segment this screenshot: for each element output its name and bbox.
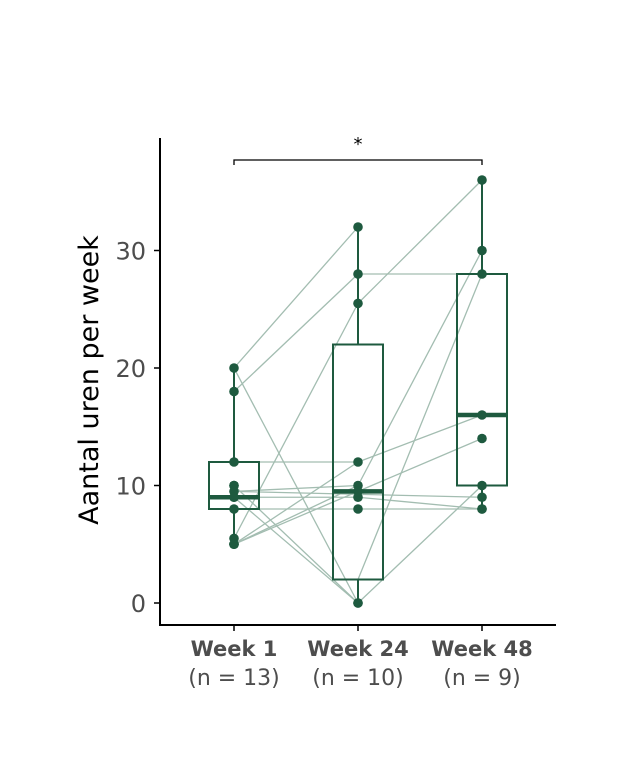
data-point xyxy=(477,492,487,503)
x-tick-label: Week 24 xyxy=(307,637,408,661)
data-point xyxy=(353,457,363,467)
paired-line xyxy=(357,496,483,510)
data-point xyxy=(477,504,487,514)
x-sample-size-label: (n = 10) xyxy=(312,666,404,691)
data-point xyxy=(477,245,487,256)
box xyxy=(456,273,508,487)
paired-line xyxy=(233,484,359,493)
data-point xyxy=(229,363,239,373)
paired-line xyxy=(233,485,359,604)
data-point xyxy=(353,298,363,309)
y-tick-label: 30 xyxy=(115,238,146,266)
paired-line xyxy=(233,484,359,545)
data-point xyxy=(353,492,363,503)
x-sample-size-label: (n = 13) xyxy=(188,666,280,691)
y-tick-label: 20 xyxy=(115,355,146,383)
paired-lines xyxy=(233,179,483,604)
y-tick-label: 10 xyxy=(115,473,146,501)
data-point xyxy=(229,386,239,397)
data-point xyxy=(229,492,239,503)
boxplots xyxy=(208,180,508,603)
data-point xyxy=(353,598,363,608)
paired-line xyxy=(233,273,359,392)
paired-line xyxy=(357,273,483,580)
significance-bracket: * xyxy=(233,134,483,165)
bracket-line xyxy=(233,159,483,165)
data-point xyxy=(353,269,363,279)
paired-line xyxy=(233,367,359,604)
y-axis-title: Aantal uren per week xyxy=(74,235,105,525)
paired-line xyxy=(357,437,483,492)
paired-line xyxy=(357,485,483,604)
paired-line xyxy=(233,226,359,369)
data-point xyxy=(477,175,487,185)
y-tick-label: 0 xyxy=(131,590,146,618)
y-ticks: 0 10 20 30 xyxy=(115,238,160,618)
data-point xyxy=(229,504,239,514)
paired-line xyxy=(357,414,483,463)
data-point xyxy=(477,269,487,279)
paired-line xyxy=(357,179,483,304)
data-points xyxy=(229,175,487,608)
paired-line xyxy=(233,461,359,545)
x-ticks: Week 1 (n = 13) Week 24 (n = 10) Week 48 (n =… xyxy=(188,625,533,691)
paired-line xyxy=(357,250,483,486)
axes xyxy=(159,138,556,626)
data-point xyxy=(353,504,363,514)
data-point xyxy=(229,457,239,467)
x-tick-label: Week 1 xyxy=(191,637,278,661)
x-tick-label: Week 48 xyxy=(431,637,532,661)
data-point xyxy=(477,480,487,491)
data-point xyxy=(477,433,487,444)
significance-label: * xyxy=(354,134,363,155)
paired-line xyxy=(233,496,359,604)
x-sample-size-label: (n = 9) xyxy=(443,666,521,691)
data-point xyxy=(477,410,487,420)
data-point xyxy=(353,222,363,232)
box xyxy=(332,343,384,581)
data-point xyxy=(229,539,239,550)
paired-line xyxy=(233,490,359,545)
